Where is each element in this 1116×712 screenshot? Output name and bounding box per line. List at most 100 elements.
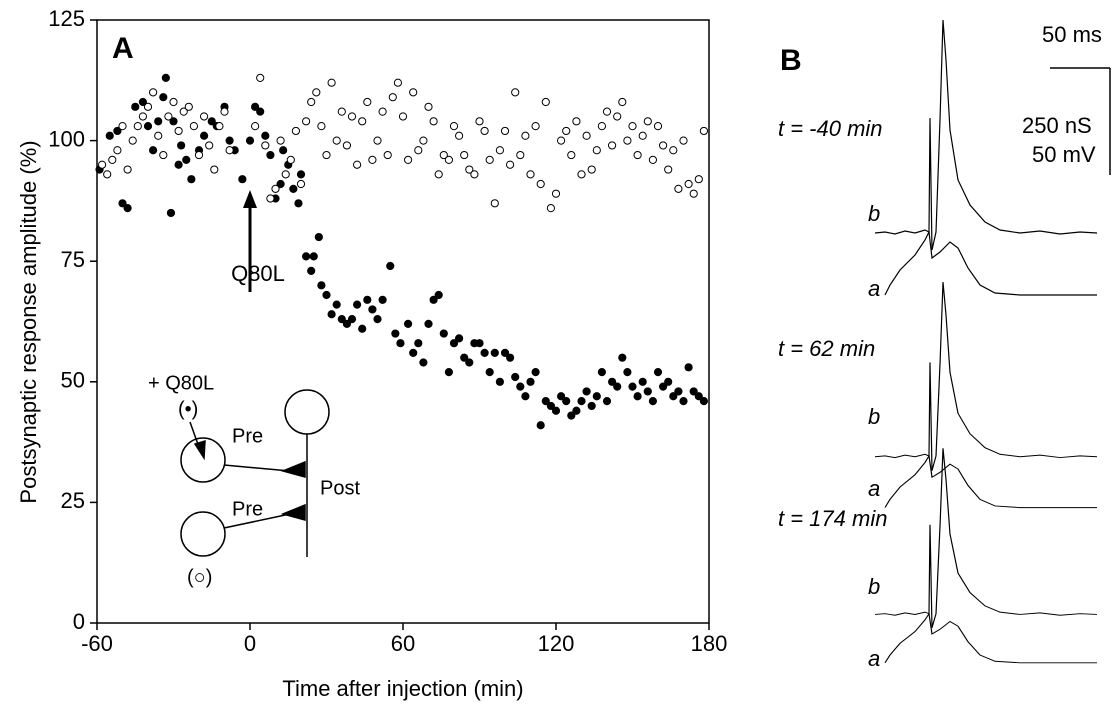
point: [309, 252, 318, 261]
point: [608, 377, 617, 386]
point: [638, 377, 647, 386]
pre-neuron: [180, 511, 226, 557]
point: [174, 126, 183, 136]
point: [577, 170, 586, 179]
trace-a: [884, 229, 1097, 296]
point: [322, 150, 331, 160]
point: [465, 165, 474, 174]
point: [179, 107, 188, 116]
point: [597, 368, 607, 377]
pre-neuron: [180, 437, 226, 483]
point: [557, 136, 566, 145]
inset-label: (•): [178, 398, 198, 420]
point: [618, 353, 627, 362]
point: [694, 175, 703, 184]
point: [664, 377, 673, 386]
point: [194, 150, 204, 160]
annotation: Q80L: [231, 261, 285, 286]
inset-diagram: [180, 389, 330, 557]
point: [480, 126, 489, 136]
point: [113, 126, 122, 136]
point: [314, 232, 323, 242]
y-axis-label: Postsynaptic response amplitude (%): [16, 140, 41, 503]
point: [291, 126, 300, 136]
point: [424, 102, 433, 111]
y-tick-label: 0: [73, 609, 85, 634]
point: [429, 117, 438, 126]
point: [613, 112, 622, 121]
point: [608, 141, 617, 150]
time-label: t = -40 min: [778, 116, 883, 141]
point: [521, 131, 530, 140]
point: [689, 387, 698, 396]
point: [143, 102, 153, 111]
point: [312, 88, 321, 97]
point: [628, 382, 637, 391]
point: [210, 165, 219, 174]
trace-label: b: [868, 574, 880, 599]
time-label: t = 174 min: [778, 506, 887, 531]
point: [105, 131, 114, 140]
point: [500, 348, 510, 357]
trace-label: a: [868, 476, 880, 501]
point: [679, 396, 688, 406]
point: [648, 155, 658, 164]
post-neuron: [284, 389, 330, 435]
point: [251, 102, 260, 111]
point: [103, 170, 112, 179]
point: [409, 348, 418, 357]
point: [271, 184, 280, 193]
x-tick-label: -60: [81, 631, 113, 656]
point: [266, 194, 275, 203]
point: [307, 266, 316, 275]
point: [169, 117, 178, 126]
point: [460, 150, 469, 160]
trace-label: a: [868, 276, 880, 301]
point: [404, 319, 413, 329]
point: [500, 126, 510, 136]
point: [149, 88, 158, 97]
point: [347, 112, 357, 121]
point: [281, 170, 290, 179]
point: [118, 199, 127, 208]
point: [169, 97, 178, 107]
scale-label: 250 nS: [1022, 113, 1092, 138]
point: [587, 165, 596, 174]
point: [123, 165, 132, 174]
scale-label: 50 ms: [1042, 22, 1102, 47]
point: [159, 93, 168, 102]
point: [506, 353, 515, 362]
point: [475, 339, 484, 348]
point: [485, 155, 494, 164]
pre-axon: [223, 513, 291, 529]
point: [404, 155, 413, 164]
point: [118, 122, 127, 131]
point: [699, 396, 709, 406]
point: [143, 122, 153, 131]
point: [465, 358, 474, 367]
point: [391, 329, 400, 338]
point: [347, 314, 357, 324]
y-tick-label: 50: [61, 368, 85, 393]
point: [383, 150, 392, 160]
point: [531, 368, 540, 377]
point: [108, 155, 117, 164]
point: [166, 208, 176, 218]
point: [149, 146, 158, 155]
point: [307, 97, 316, 107]
point: [358, 324, 367, 333]
point: [353, 160, 362, 169]
point: [138, 112, 147, 121]
point: [128, 136, 137, 145]
point: [490, 199, 499, 208]
point: [659, 141, 668, 150]
point: [449, 339, 459, 348]
point: [414, 146, 423, 155]
point: [207, 117, 216, 126]
point: [358, 117, 367, 126]
point: [567, 411, 576, 420]
point: [541, 396, 550, 406]
point: [434, 170, 443, 179]
point: [526, 377, 535, 386]
point: [541, 97, 550, 107]
